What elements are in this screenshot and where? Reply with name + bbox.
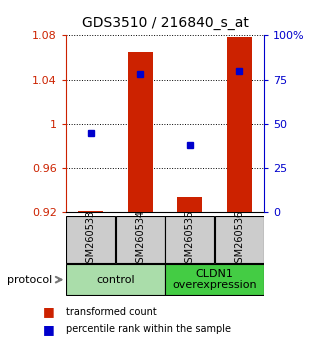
Text: GSM260536: GSM260536: [234, 210, 244, 269]
Text: CLDN1
overexpression: CLDN1 overexpression: [172, 269, 257, 291]
Text: transformed count: transformed count: [66, 307, 157, 316]
Text: ■: ■: [43, 323, 55, 336]
FancyBboxPatch shape: [67, 264, 164, 295]
Text: percentile rank within the sample: percentile rank within the sample: [66, 324, 231, 334]
Text: GSM260535: GSM260535: [185, 210, 195, 269]
Text: protocol: protocol: [7, 275, 52, 285]
Bar: [227, 36, 251, 212]
Bar: [79, 211, 103, 212]
FancyBboxPatch shape: [166, 264, 263, 295]
Text: GSM260534: GSM260534: [135, 210, 145, 269]
Text: GDS3510 / 216840_s_at: GDS3510 / 216840_s_at: [82, 16, 248, 30]
Text: control: control: [96, 275, 135, 285]
FancyBboxPatch shape: [67, 216, 115, 263]
FancyBboxPatch shape: [215, 216, 263, 263]
FancyBboxPatch shape: [116, 216, 164, 263]
Bar: [178, 197, 202, 212]
Text: ■: ■: [43, 305, 55, 318]
Text: GSM260533: GSM260533: [86, 210, 96, 269]
Bar: [128, 52, 152, 212]
FancyBboxPatch shape: [166, 216, 214, 263]
